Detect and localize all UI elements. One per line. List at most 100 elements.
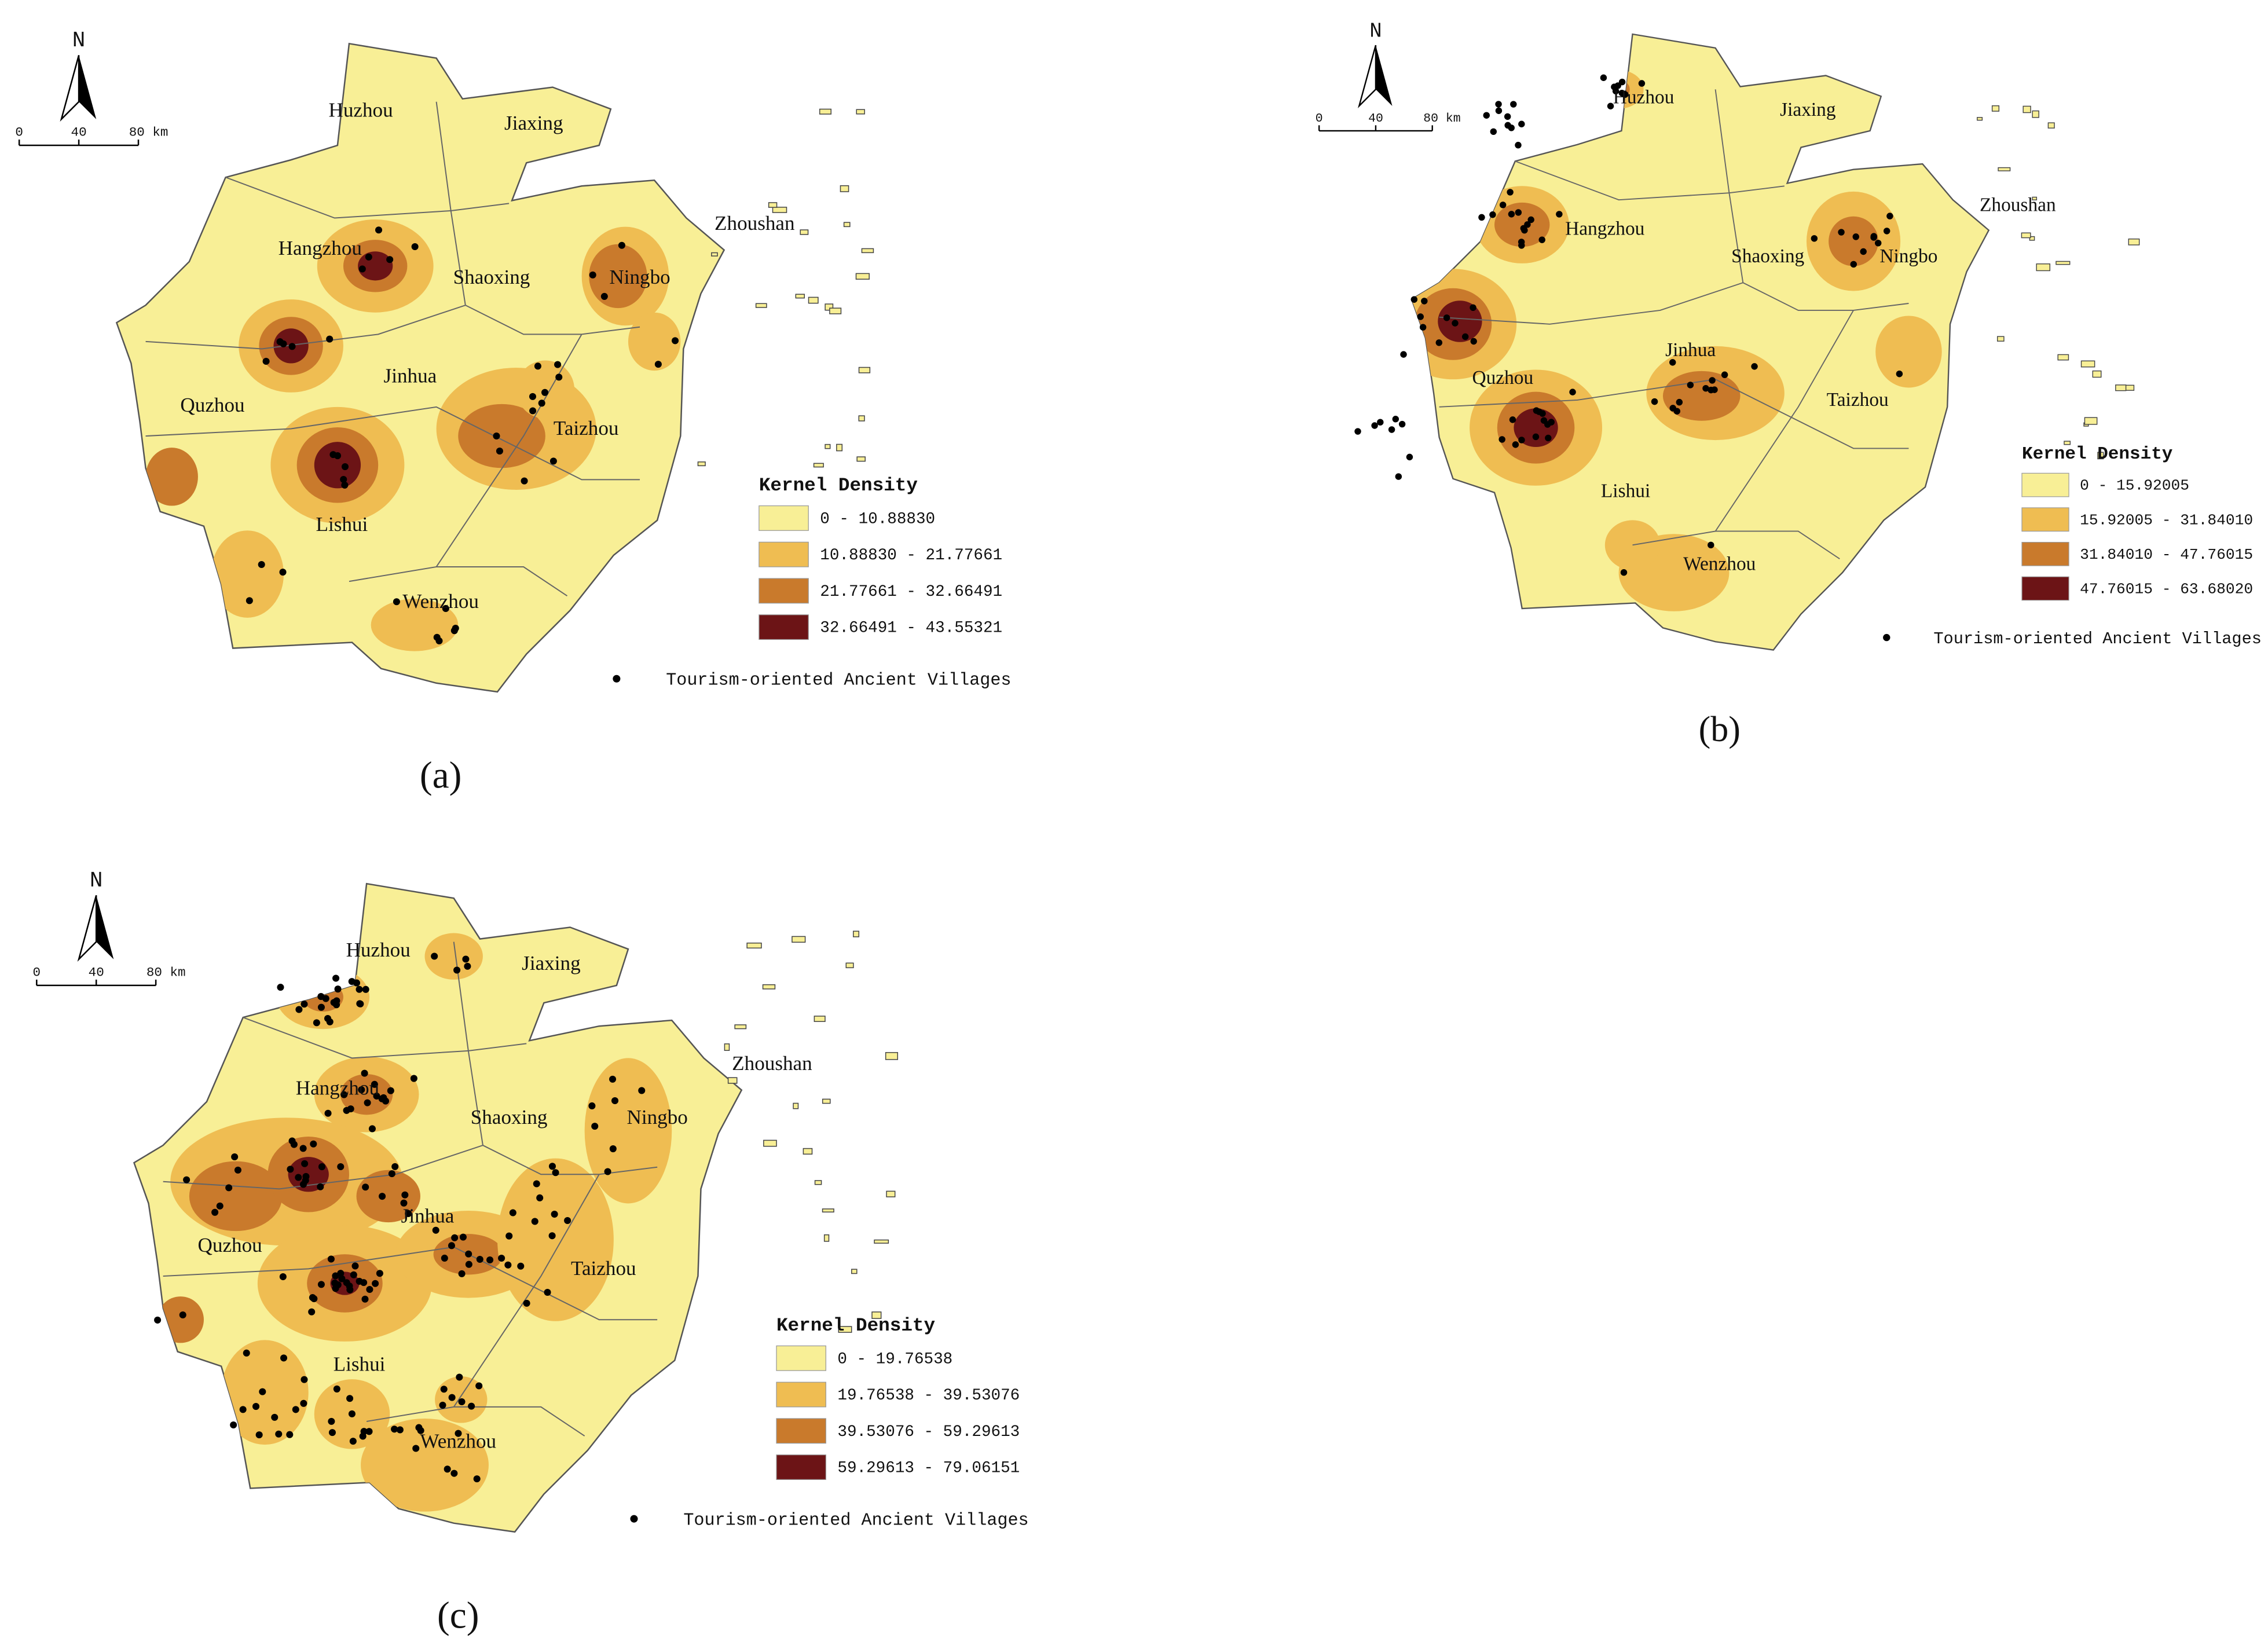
legend-label: 0 - 15.92005	[2080, 477, 2189, 494]
city-label: Quzhou	[198, 1234, 262, 1256]
village-dot	[509, 1209, 516, 1216]
north-arrow	[77, 895, 97, 962]
city-label: Hangzhou	[296, 1077, 379, 1100]
city-label: Shaoxing	[1731, 245, 1804, 267]
village-dot	[300, 1399, 307, 1407]
village-dot	[365, 253, 372, 261]
village-dot	[346, 1395, 354, 1402]
village-dot	[1607, 102, 1614, 109]
village-dot	[609, 1075, 617, 1083]
village-dot	[301, 1001, 308, 1008]
city-label: Quzhou	[1472, 367, 1534, 389]
village-dot	[1515, 141, 1522, 149]
village-dot	[259, 1388, 266, 1395]
island	[808, 296, 819, 304]
legend-label: 10.88830 - 21.77661	[820, 547, 1002, 565]
village-dot	[361, 1069, 368, 1077]
density-zone	[628, 312, 681, 371]
village-dot	[451, 1234, 459, 1241]
village-dot	[348, 1410, 356, 1417]
village-dot	[396, 1426, 404, 1434]
village-dot	[340, 1091, 348, 1098]
map-panel: Huzhou Jiaxing Hangzhou Shaoxing Ningbo Zhous…	[33, 869, 1029, 1636]
legend-label: 19.76538 - 39.53076	[837, 1387, 1020, 1405]
village-dot	[1483, 112, 1490, 119]
village-dot	[1612, 87, 1620, 95]
scale-label: 0	[1316, 112, 1323, 126]
village-dot	[332, 1272, 339, 1280]
north-label: N	[1369, 20, 1382, 43]
village-dot	[1419, 324, 1427, 331]
island	[1977, 117, 1983, 121]
village-dot	[350, 1271, 357, 1278]
village-dot	[1527, 216, 1534, 223]
village-dot	[1417, 313, 1424, 320]
caption: (c)	[437, 1595, 479, 1636]
village-dot	[440, 1386, 448, 1393]
legend-swatch	[759, 614, 809, 640]
village-dot	[358, 1086, 365, 1094]
village-dot	[324, 1014, 332, 1023]
island	[855, 273, 870, 280]
village-dot	[358, 265, 366, 273]
island	[772, 207, 787, 213]
island	[871, 1311, 882, 1319]
village-dot	[401, 1191, 409, 1199]
city-label: Lishui	[1601, 480, 1650, 501]
village-dot	[554, 361, 562, 368]
island	[2097, 452, 2104, 460]
village-dot	[225, 1184, 233, 1192]
village-dot	[322, 995, 329, 1002]
island	[861, 248, 874, 254]
city-label: Quzhou	[180, 394, 244, 416]
legend-dot	[613, 675, 621, 683]
village-dot	[468, 1402, 475, 1410]
village-dot	[1811, 235, 1818, 242]
village-dot	[1461, 333, 1469, 340]
island	[845, 962, 854, 969]
village-dot	[444, 1465, 451, 1473]
scale-bar	[18, 139, 140, 146]
village-dot	[356, 985, 363, 993]
island	[1991, 105, 2000, 112]
village-dot	[521, 477, 528, 485]
village-dot	[1709, 377, 1716, 384]
village-dot	[533, 1180, 540, 1188]
points-label: Tourism-oriented Ancient Villages	[666, 671, 1011, 691]
village-dot	[458, 1398, 466, 1405]
city-label: Ningbo	[609, 266, 670, 288]
village-dot	[154, 1316, 162, 1324]
village-dot	[450, 627, 458, 635]
density-zone	[1438, 301, 1482, 342]
village-dot	[391, 1163, 399, 1170]
village-dot	[551, 1211, 558, 1218]
island	[819, 108, 832, 115]
village-dot	[498, 1254, 505, 1262]
village-dot	[456, 1373, 463, 1381]
village-dot	[1618, 90, 1625, 97]
village-dot	[1883, 228, 1890, 234]
village-dot	[412, 1445, 420, 1452]
village-dot	[334, 985, 342, 993]
island	[838, 1326, 852, 1333]
village-dot	[448, 1242, 455, 1249]
village-dot	[365, 1428, 373, 1435]
north-label: N	[90, 869, 103, 893]
village-dot	[340, 476, 347, 483]
village-dot	[262, 358, 270, 365]
village-dot	[393, 598, 400, 606]
village-dot	[239, 1406, 247, 1413]
island	[858, 415, 865, 422]
island	[2036, 263, 2051, 272]
village-dot	[531, 1218, 538, 1225]
village-dot	[1518, 437, 1525, 444]
village-dot	[301, 1376, 308, 1383]
island	[2064, 441, 2071, 445]
village-dot	[465, 1250, 472, 1258]
legend-swatch	[759, 578, 809, 604]
village-dot	[1544, 421, 1551, 428]
density-zone	[589, 244, 647, 309]
village-dot	[1495, 107, 1503, 114]
island	[746, 942, 762, 949]
village-dot	[387, 1087, 394, 1094]
